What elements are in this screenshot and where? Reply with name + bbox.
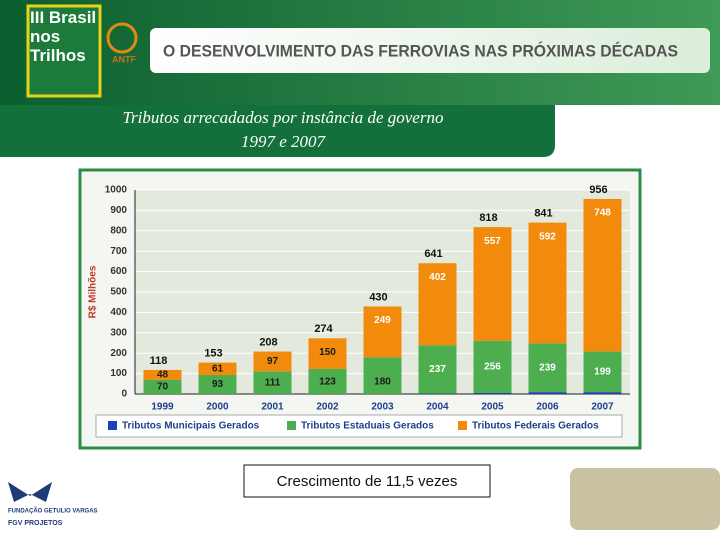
- bar-segment: [363, 306, 402, 358]
- value-label: 180: [374, 377, 391, 388]
- x-tick-label: 2004: [426, 402, 449, 413]
- y-tick-label: 500: [110, 287, 127, 298]
- value-label: 249: [374, 315, 391, 326]
- y-tick-label: 300: [110, 327, 127, 338]
- y-tick-label: 600: [110, 266, 127, 277]
- x-tick-label: 2007: [591, 402, 614, 413]
- bar-segment: [253, 371, 292, 394]
- bar-segment: [143, 369, 182, 380]
- y-tick-label: 700: [110, 246, 127, 257]
- legend-box: [95, 414, 623, 438]
- subtitle-box: [0, 105, 555, 157]
- bar-segment: [198, 362, 237, 376]
- total-label: 841: [534, 208, 552, 220]
- x-tick-label: 2005: [481, 402, 504, 413]
- x-tick-label: 2002: [316, 402, 339, 413]
- header-bar: [150, 28, 710, 73]
- bar-segment: [418, 263, 457, 346]
- header-title: O DESENVOLVIMENTO DAS FERROVIAS NAS PRÓX…: [163, 41, 678, 60]
- y-tick-label: 400: [110, 307, 127, 318]
- value-label: 239: [539, 362, 556, 373]
- total-label: 641: [424, 248, 442, 260]
- bar-segment: [583, 392, 622, 394]
- legend-label: Tributos Estaduais Gerados: [301, 421, 434, 432]
- bar-segment: [583, 198, 622, 352]
- antf-emblem: [106, 22, 138, 54]
- value-label: 48: [157, 369, 169, 380]
- value-label: 123: [319, 377, 336, 388]
- x-tick-label: 2001: [261, 402, 284, 413]
- y-tick-label: 900: [110, 205, 127, 216]
- legend-swatch: [108, 421, 117, 430]
- footer-strip: [0, 530, 720, 540]
- footer-unit: FGV PROJETOS: [8, 520, 63, 527]
- bar-segment: [308, 368, 347, 394]
- bar-segment: [473, 392, 512, 394]
- note: Crescimento de 11,5 vezes: [277, 473, 458, 490]
- subtitle-line: 1997 e 2007: [241, 132, 327, 151]
- antf-text: ANTF: [112, 54, 136, 64]
- logo-text: III Brasil nos Trilhos: [30, 8, 97, 65]
- y-tick-label: 200: [110, 348, 127, 359]
- bar-segment: [528, 392, 567, 394]
- total-label: 818: [479, 212, 497, 224]
- total-label: 153: [204, 347, 222, 359]
- total-label: 208: [259, 336, 277, 348]
- fgv-emblem: [8, 482, 52, 502]
- value-label: 93: [212, 379, 224, 390]
- bar-segment: [363, 357, 402, 394]
- x-tick-label: 2003: [371, 402, 394, 413]
- legend-label: Tributos Federais Gerados: [472, 421, 599, 432]
- value-label: 97: [267, 356, 279, 367]
- value-label: 557: [484, 236, 501, 247]
- value-label: 402: [429, 272, 446, 283]
- bar-segment: [198, 375, 237, 394]
- value-label: 592: [539, 231, 556, 242]
- value-label: 237: [429, 364, 446, 375]
- total-label: 274: [314, 323, 333, 335]
- bar-segment: [473, 340, 512, 393]
- y-axis-title: R$ Milhões: [88, 265, 99, 318]
- footer-org: FUNDAÇÃO GETULIO VARGAS: [8, 508, 98, 515]
- bar-segment: [308, 338, 347, 369]
- legend-swatch: [458, 421, 467, 430]
- bar-segment: [143, 379, 182, 394]
- value-label: 199: [594, 367, 611, 378]
- logo-box: [26, 4, 102, 98]
- value-label: 748: [594, 208, 611, 219]
- legend-swatch: [287, 421, 296, 430]
- logo-text-wrap: III Brasil nos Trilhos: [30, 8, 97, 65]
- value-label: 256: [484, 362, 501, 373]
- x-tick-label: 2006: [536, 402, 559, 413]
- bar-segment: [528, 222, 567, 344]
- chart: 0 100 200 300 400 500 600 700 800 900 1000 R$ Milhõ…: [88, 184, 630, 438]
- total-label: 430: [369, 291, 387, 303]
- bar-segment: [418, 345, 457, 394]
- bar-segment: [583, 351, 622, 393]
- value-label: 111: [265, 377, 281, 388]
- y-tick-label: 1000: [105, 185, 128, 196]
- bar-segment: [473, 227, 512, 341]
- bar-segment: [253, 351, 292, 372]
- y-tick-label: 800: [110, 225, 127, 236]
- bar-segment: [528, 343, 567, 393]
- total-label: 956: [589, 184, 607, 196]
- total-label: 118: [150, 355, 168, 367]
- y-tick-label: 100: [110, 368, 127, 379]
- value-label: 70: [157, 382, 169, 393]
- value-label: 150: [319, 347, 336, 358]
- subtitle-line: Tributos arrecadados por instância de go…: [123, 108, 444, 127]
- legend-label: Tributos Municipais Gerados: [122, 421, 260, 432]
- x-tick-label: 1999: [151, 402, 174, 413]
- note-box: [243, 464, 491, 498]
- y-tick-label: 0: [121, 389, 127, 400]
- value-label: 61: [212, 363, 224, 374]
- x-tick-label: 2000: [206, 402, 229, 413]
- train-image: [570, 468, 720, 530]
